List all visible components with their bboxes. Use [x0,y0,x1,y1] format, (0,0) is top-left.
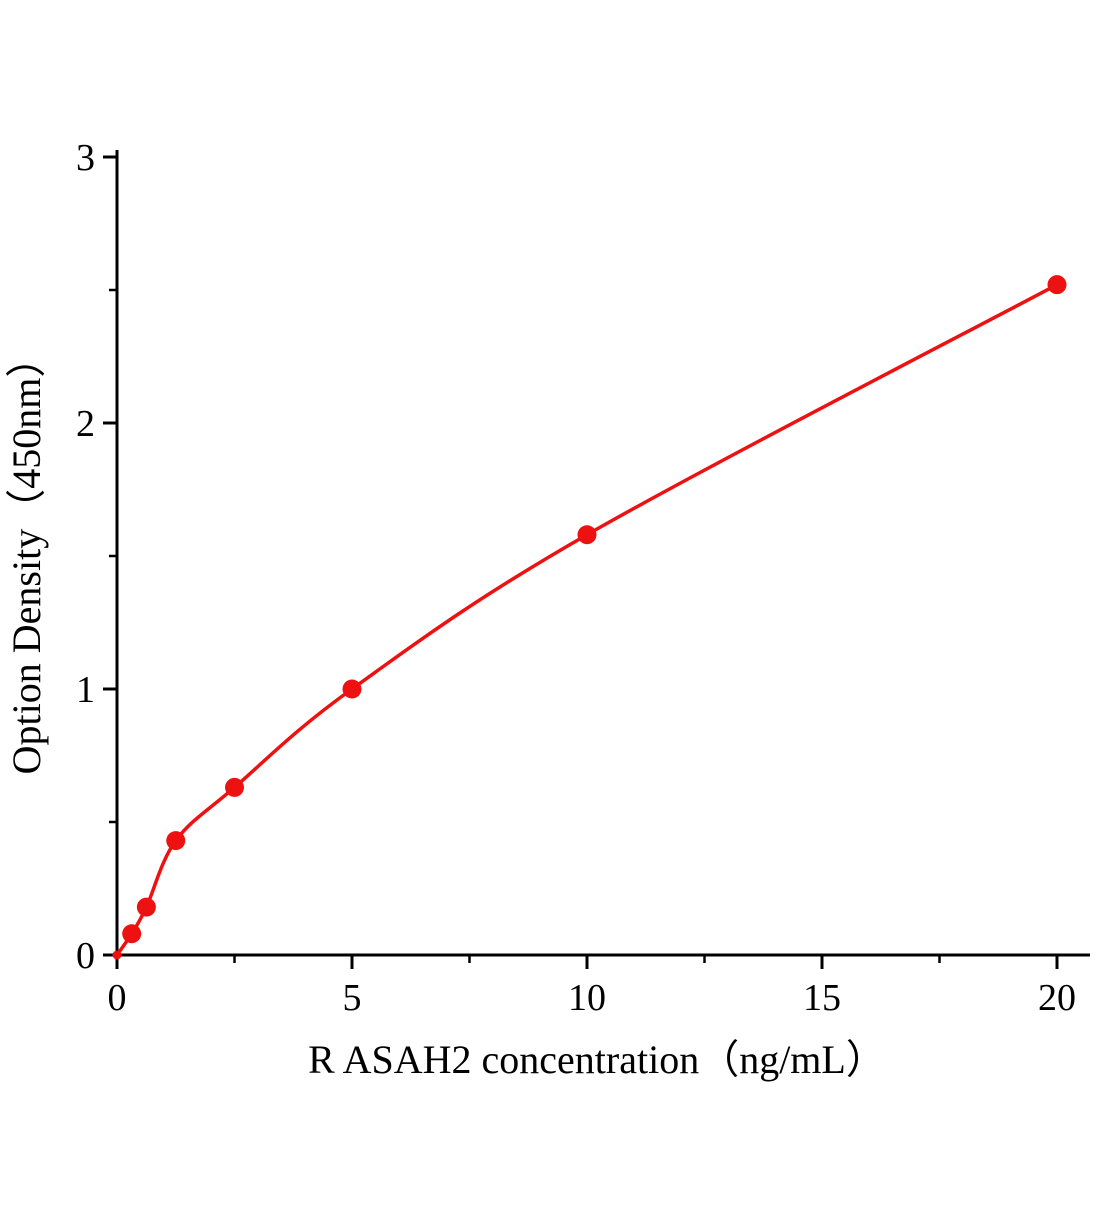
x-axis-label: R ASAH2 concentration（ng/mL） [308,1037,886,1082]
y-axis-label: Option Density（450nm） [4,338,49,775]
y-tick-label: 2 [76,403,95,445]
data-point [122,924,142,944]
x-tick-label: 5 [343,977,362,1019]
data-point [136,897,156,917]
data-point [166,831,186,851]
fit-curve-path [115,282,1059,957]
x-tick-label: 10 [568,977,606,1019]
data-point [112,950,122,960]
y-tick-label: 1 [76,669,95,711]
x-tick-label: 15 [803,977,841,1019]
data-point [225,777,244,797]
curve-layer [112,275,1067,960]
data-point [1047,275,1067,295]
y-tick-label: 0 [76,935,95,977]
x-tick-label: 0 [108,977,127,1019]
axes-layer: 0 5 10 15 20 0 1 2 3 [76,137,1090,1019]
y-tick-label: 3 [76,137,95,179]
x-tick-label: 20 [1038,977,1076,1019]
data-point [577,525,597,545]
data-point [342,679,362,699]
